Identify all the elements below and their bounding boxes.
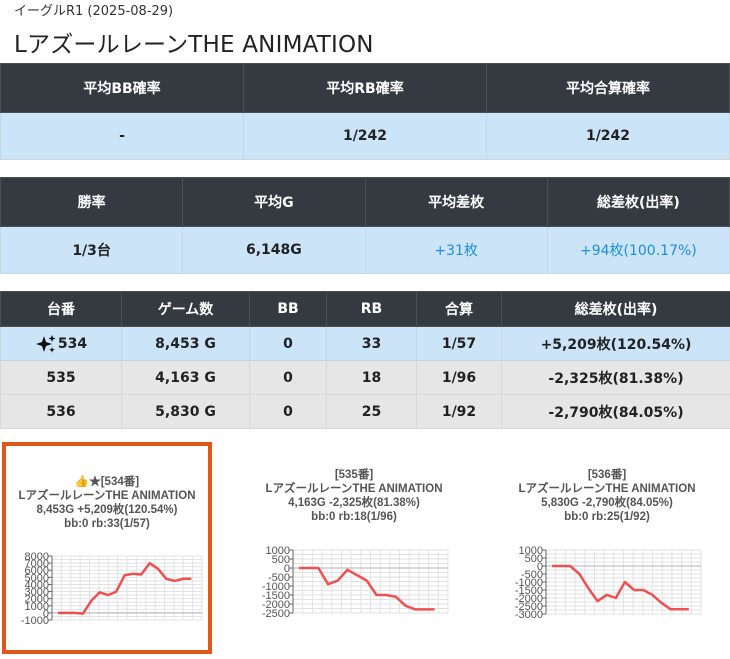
table-row[interactable]: 536 5,830 G 0 25 1/92 -2,790枚(84.05%) xyxy=(0,394,730,429)
machine-card-536[interactable]: [536番] LアズールレーンTHE ANIMATION 5,830G -2,7… xyxy=(506,446,708,650)
page-subtitle: イーグルR1 (2025-08-29) xyxy=(14,4,174,19)
card-bonus: bb:0 rb:18(1/96) xyxy=(311,511,397,523)
machine-number-cell[interactable]: 534 xyxy=(0,326,122,361)
y-tick-label: -500 xyxy=(521,569,543,581)
card-model-name: LアズールレーンTHE ANIMATION xyxy=(518,483,696,495)
y-tick-label: -1000 xyxy=(21,615,49,627)
value-avg-diff: +31枚 xyxy=(364,226,548,274)
y-tick-label: -2500 xyxy=(515,601,543,613)
y-tick-label: 5000 xyxy=(25,572,49,584)
combined-cell: 1/57 xyxy=(416,326,502,361)
header-games: ゲーム数 xyxy=(121,291,250,327)
card-heading: [535番] xyxy=(334,469,374,481)
y-tick-label: 4000 xyxy=(25,579,49,591)
y-tick-label: -2500 xyxy=(262,608,290,620)
rb-cell: 18 xyxy=(326,360,417,395)
games-cell: 4,163 G xyxy=(121,360,250,395)
y-tick-label: 8000 xyxy=(25,551,49,563)
header-rb: RB xyxy=(326,291,417,327)
y-tick-label: -1000 xyxy=(515,577,543,589)
value-win-rate: 1/3台 xyxy=(0,226,184,274)
machine-card-534[interactable]: 👍★[534番] LアズールレーンTHE ANIMATION 8,453G +5… xyxy=(2,442,212,654)
machine-number-cell[interactable]: 535 xyxy=(0,360,122,395)
rb-cell: 25 xyxy=(326,394,417,429)
machine-number-cell[interactable]: 536 xyxy=(0,394,122,429)
sparkle-icon xyxy=(35,334,56,353)
total-diff-cell: -2,325枚(81.38%) xyxy=(501,360,730,395)
series-line xyxy=(299,566,435,611)
y-tick-label: 0 xyxy=(43,608,49,620)
y-tick-label: -3000 xyxy=(515,609,543,621)
series-line xyxy=(58,561,192,615)
total-diff-cell: +5,209枚(120.54%) xyxy=(501,326,730,361)
header-total-diff: 総差枚(出率) xyxy=(546,177,730,227)
games-cell: 5,830 G xyxy=(121,394,250,429)
y-tick-label: -1500 xyxy=(515,585,543,597)
card-model-name: LアズールレーンTHE ANIMATION xyxy=(265,483,443,495)
combined-cell: 1/92 xyxy=(416,394,502,429)
card-model-name: LアズールレーンTHE ANIMATION xyxy=(18,490,196,502)
y-tick-label: 500 xyxy=(272,554,290,566)
y-tick-label: 1000 xyxy=(519,545,543,557)
value-avg-combined: 1/242 xyxy=(486,112,730,160)
combined-cell: 1/96 xyxy=(416,360,502,395)
summary-table-probability: 平均BB確率 平均RB確率 平均合算確率 - 1/242 1/242 xyxy=(0,63,730,160)
y-tick-label: -500 xyxy=(268,572,290,584)
value-total-diff: +94枚(100.17%) xyxy=(546,226,730,274)
y-tick-label: 500 xyxy=(525,553,543,565)
y-tick-label: -2000 xyxy=(515,593,543,605)
header-combined: 合算 xyxy=(416,291,502,327)
series-line xyxy=(552,564,689,611)
card-heading: 👍★[534番] xyxy=(74,476,140,488)
total-diff-cell: -2,790枚(84.05%) xyxy=(501,394,730,429)
machine-card-535[interactable]: [535番] LアズールレーンTHE ANIMATION 4,163G -2,3… xyxy=(253,446,455,650)
bb-cell: 0 xyxy=(249,394,327,429)
card-result: 4,163G -2,325枚(81.38%) xyxy=(288,497,420,509)
y-tick-label: 0 xyxy=(284,563,290,575)
header-avg-rb: 平均RB確率 xyxy=(243,63,487,113)
y-tick-label: 3000 xyxy=(25,587,49,599)
table-row[interactable]: 535 4,163 G 0 18 1/96 -2,325枚(81.38%) xyxy=(0,360,730,395)
y-tick-label: 1000 xyxy=(25,601,49,613)
value-avg-games: 6,148G xyxy=(182,226,366,274)
machine-number: 534 xyxy=(57,335,88,352)
value-avg-rb: 1/242 xyxy=(243,112,487,160)
header-total-diff: 総差枚(出率) xyxy=(501,291,730,327)
card-result: 5,830G -2,790枚(84.05%) xyxy=(541,497,673,509)
y-tick-label: 1000 xyxy=(266,545,290,557)
y-tick-label: -2000 xyxy=(262,599,290,611)
header-avg-bb: 平均BB確率 xyxy=(0,63,244,113)
header-avg-combined: 平均合算確率 xyxy=(486,63,730,113)
machine-table: 台番 ゲーム数 BB RB 合算 総差枚(出率) 534 8,453 G 0 3… xyxy=(0,291,730,429)
header-bb: BB xyxy=(249,291,327,327)
table-row[interactable]: 534 8,453 G 0 33 1/57 +5,209枚(120.54%) xyxy=(0,326,730,361)
page-title: LアズールレーンTHE ANIMATION xyxy=(14,32,374,58)
card-bonus: bb:0 rb:33(1/57) xyxy=(64,518,150,530)
summary-table-results: 勝率 平均G 平均差枚 総差枚(出率) 1/3台 6,148G +31枚 +94… xyxy=(0,177,730,274)
card-result: 8,453G +5,209枚(120.54%) xyxy=(36,504,178,516)
y-tick-label: -1500 xyxy=(262,590,290,602)
value-avg-bb: - xyxy=(0,112,244,160)
y-tick-label: -1000 xyxy=(262,581,290,593)
card-heading: [536番] xyxy=(587,469,627,481)
header-avg-diff: 平均差枚 xyxy=(364,177,548,227)
rb-cell: 33 xyxy=(326,326,417,361)
header-machine-no: 台番 xyxy=(0,291,122,327)
games-cell: 8,453 G xyxy=(121,326,250,361)
y-tick-label: 6000 xyxy=(25,565,49,577)
y-tick-label: 7000 xyxy=(25,558,49,570)
header-avg-games: 平均G xyxy=(182,177,366,227)
y-tick-label: 2000 xyxy=(25,594,49,606)
y-tick-label: 0 xyxy=(537,561,543,573)
bb-cell: 0 xyxy=(249,326,327,361)
header-win-rate: 勝率 xyxy=(0,177,184,227)
bb-cell: 0 xyxy=(249,360,327,395)
card-bonus: bb:0 rb:25(1/92) xyxy=(564,511,650,523)
